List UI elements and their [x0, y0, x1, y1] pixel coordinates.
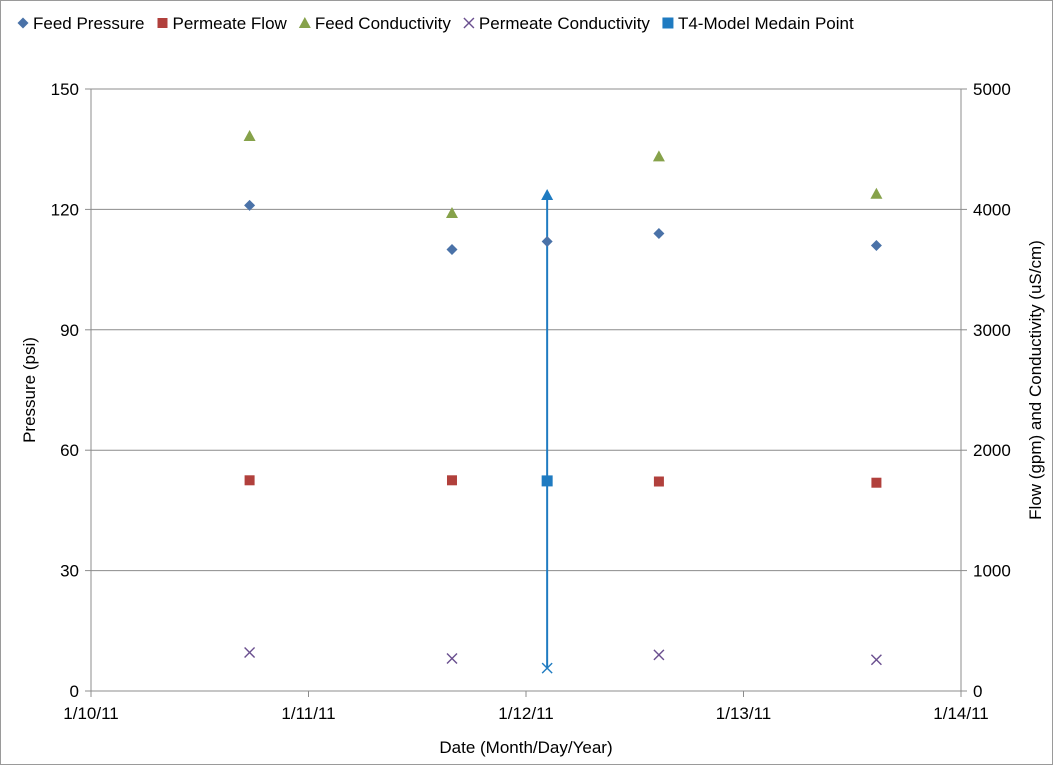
- data-point-feed-conductivity: [243, 129, 256, 141]
- legend-marker: [17, 17, 29, 29]
- y-tick-label: 150: [51, 80, 79, 99]
- x-tick-label: 1/10/11: [63, 704, 118, 723]
- data-point-feed-pressure: [870, 240, 882, 252]
- legend-label: Feed Pressure: [33, 14, 145, 33]
- legend-label: Feed Conductivity: [315, 14, 452, 33]
- data-point-permeate-flow: [871, 477, 882, 488]
- data-point-feed-conductivity: [870, 187, 883, 199]
- data-point-feed-pressure: [541, 236, 553, 248]
- x-tick-label: 1/13/11: [716, 704, 771, 723]
- legend-label: T4-Model Medain Point: [678, 14, 854, 33]
- data-point-permeate-flow: [244, 475, 255, 486]
- data-point-permeate-flow: [653, 476, 664, 487]
- y-tick-label: 30: [60, 562, 79, 581]
- y-tick-label: 120: [51, 200, 79, 219]
- y-tick-label: 0: [70, 682, 79, 701]
- data-point-permeate-conductivity: [244, 646, 256, 658]
- data-point-permeate-conductivity: [446, 652, 458, 664]
- y2-tick-label: 5000: [973, 80, 1011, 99]
- data-point-feed-pressure: [244, 199, 256, 211]
- x-axis-title: Date (Month/Day/Year): [439, 738, 612, 757]
- y2-axis-title: Flow (gpm) and Conductivity (uS/cm): [1026, 240, 1045, 520]
- y2-tick-label: 0: [973, 682, 982, 701]
- data-point-t4-model-medain-point: [541, 475, 553, 487]
- data-point-feed-pressure: [653, 227, 665, 239]
- y2-tick-label: 1000: [973, 562, 1011, 581]
- legend-label: Permeate Conductivity: [479, 14, 651, 33]
- x-tick-label: 1/12/11: [498, 704, 553, 723]
- y2-tick-label: 4000: [973, 200, 1011, 219]
- y-axis-title: Pressure (psi): [20, 337, 39, 443]
- median-line-top-marker: [541, 188, 554, 200]
- data-point-feed-conductivity: [652, 150, 665, 162]
- y2-tick-label: 2000: [973, 441, 1011, 460]
- legend-marker: [298, 17, 311, 28]
- y2-tick-label: 3000: [973, 321, 1011, 340]
- median-line-bottom-marker: [541, 662, 553, 674]
- legend-label: Permeate Flow: [173, 14, 288, 33]
- legend-marker: [157, 18, 168, 28]
- data-point-feed-conductivity: [445, 207, 458, 219]
- data-point-feed-pressure: [446, 244, 458, 256]
- data-point-permeate-conductivity: [870, 654, 882, 666]
- y-tick-label: 60: [60, 441, 79, 460]
- y-tick-label: 90: [60, 321, 79, 340]
- x-tick-label: 1/11/11: [281, 704, 335, 723]
- data-point-permeate-flow: [446, 475, 457, 486]
- x-tick-label: 1/14/11: [933, 704, 988, 723]
- legend-marker: [463, 17, 475, 29]
- legend-marker: [662, 17, 674, 29]
- data-point-permeate-conductivity: [653, 649, 665, 661]
